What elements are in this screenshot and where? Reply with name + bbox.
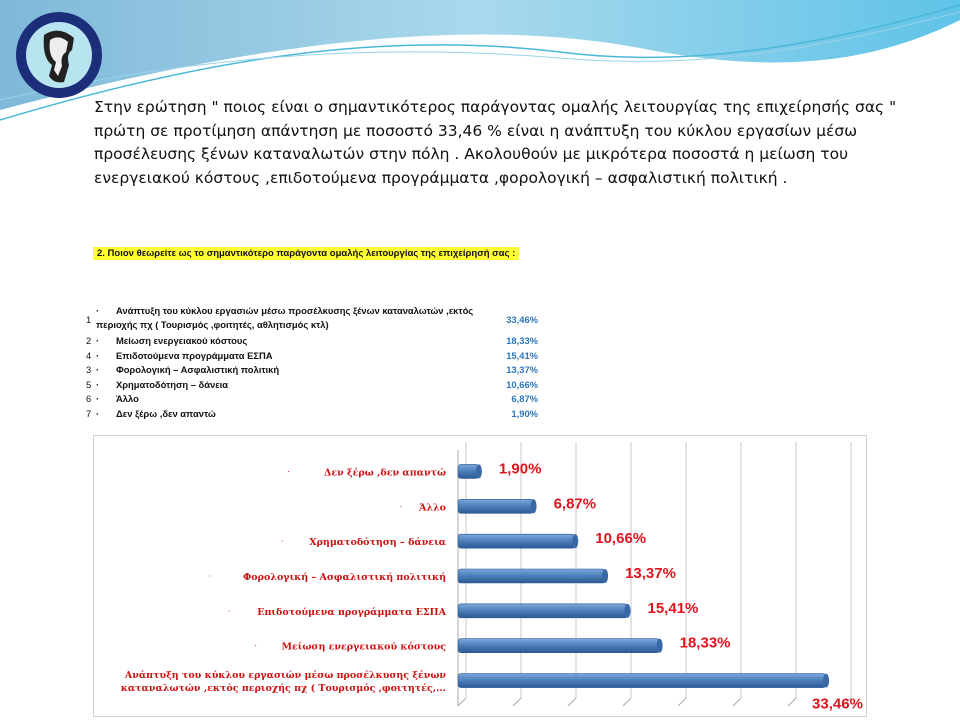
row-percent: 18,33% xyxy=(506,335,538,346)
row-percent: 10,66% xyxy=(506,378,538,390)
bullet: · xyxy=(96,349,100,361)
bullet: · xyxy=(287,467,290,476)
row-number: 6 xyxy=(86,393,92,404)
header-wave-background xyxy=(0,0,960,121)
data-label: 33,46% xyxy=(812,696,863,713)
axis-tick xyxy=(567,697,577,707)
row-percent: 1,90% xyxy=(511,407,538,419)
bar xyxy=(457,603,628,619)
category-label: Μείωση ενεργειακού κόστους xyxy=(282,642,447,653)
row-label: Μείωση ενεργειακού κόστους xyxy=(116,335,248,346)
row-number: 1 xyxy=(86,314,92,325)
row-label: Χρηματοδότηση – δάνεια xyxy=(116,378,229,390)
table-row: 4 · Επιδοτούμενα προγράμματα ΕΣΠΑ 15,41% xyxy=(86,350,546,365)
row-number: 3 xyxy=(86,364,92,375)
bar-cap xyxy=(530,499,537,514)
row-number: 4 xyxy=(86,349,92,361)
bullet: · xyxy=(96,305,100,316)
data-label: 10,66% xyxy=(595,530,646,547)
row-percent: 6,87% xyxy=(511,393,538,404)
bar xyxy=(457,673,827,688)
intro-line: προσέλευσης ξένων καταναλωτών στην πόλη … xyxy=(94,145,849,163)
bullet: · xyxy=(96,364,100,375)
intro-line: ενεργειακού κόστους ,επιδοτούμενα προγρά… xyxy=(94,168,788,187)
bar-cap xyxy=(572,534,579,549)
data-label: 1,90% xyxy=(499,460,542,477)
table-row: 3 · Φορολογική – Ασφαλιστική πολιτική 13,37… xyxy=(86,364,546,379)
axis-tick xyxy=(732,697,742,707)
row-number: 7 xyxy=(86,407,92,419)
data-label: 6,87% xyxy=(554,495,597,512)
category-label: Φορολογική – Ασφαλιστική πολιτική xyxy=(243,572,446,583)
bar-chart: 1,90% Δεν ξέρω ,δεν απαντώ · 6,87% Άλλο · 10,6… xyxy=(93,435,867,717)
category-label: Επιδοτούμενα προγράμματα ΕΣΠΑ xyxy=(257,607,446,618)
bar-cap xyxy=(656,638,663,653)
category-label: Ανάπτυξη του κύκλου εργασιών μέσω προσέλ… xyxy=(124,670,447,681)
table-row: 1 · Ανάπτυξη του κύκλου εργασιών μέσω πρ… xyxy=(86,305,546,335)
bar-cap xyxy=(823,673,830,688)
table-row: 5 · Χρηματοδότηση – δάνεια 10,66% xyxy=(86,379,546,394)
bar xyxy=(457,498,534,514)
row-number: 2 xyxy=(86,335,92,346)
row-label: Επιδοτούμενα προγράμματα ΕΣΠΑ xyxy=(116,349,273,361)
row-percent: 33,46% xyxy=(506,314,538,325)
category-label: Χρηματοδότηση – δάνεια xyxy=(309,537,446,548)
category-label: Άλλο xyxy=(418,502,446,513)
bar-cap xyxy=(624,603,631,618)
axis-tick xyxy=(842,697,852,707)
bullet: · xyxy=(400,502,403,511)
axis-tick xyxy=(512,697,522,707)
row-label: Δεν ξέρω ,δεν απαντώ xyxy=(116,407,216,419)
table-row: 2 · Μείωση ενεργειακού κόστους 18,33% xyxy=(86,335,546,350)
row-label-cont: περιοχής πχ ( Τουρισμός ,φοιτητές, αθλητ… xyxy=(96,319,329,330)
bullet: · xyxy=(96,335,100,346)
bar xyxy=(457,464,480,479)
axis-tick xyxy=(677,697,687,707)
data-label: 15,41% xyxy=(648,600,699,617)
axis-tick xyxy=(622,697,632,707)
intro-line: Στην ερώτηση " ποιος είναι ο σημαντικότε… xyxy=(94,98,897,116)
row-label: Άλλο xyxy=(116,393,139,404)
bar xyxy=(457,533,576,549)
bullet: · xyxy=(96,378,100,390)
bar-cap xyxy=(475,464,482,479)
bullet: · xyxy=(96,407,100,419)
bar-cap xyxy=(602,569,609,583)
bar xyxy=(457,638,660,654)
bar xyxy=(457,568,606,584)
axis-tick xyxy=(457,697,467,707)
data-label: 13,37% xyxy=(625,565,676,582)
row-label: Ανάπτυξη του κύκλου εργασιών μέσω προσέλ… xyxy=(116,305,474,316)
question-title: 2. Ποιον θεωρείτε ως το σημαντικότερο πα… xyxy=(93,247,520,260)
bullet: · xyxy=(228,607,231,616)
category-label: καταναλωτών ,εκτός περιοχής πχ ( Τουρισμ… xyxy=(121,683,446,694)
table-row: 6 · Άλλο 6,87% xyxy=(86,393,546,408)
row-percent: 13,37% xyxy=(506,364,538,375)
intro-line: πρώτη σε προτίμηση απάντηση με ποσοστό 3… xyxy=(94,121,858,140)
bullet: · xyxy=(281,537,284,546)
table-row: 7 · Δεν ξέρω ,δεν απαντώ 1,90% xyxy=(86,408,546,423)
row-label: Φορολογική – Ασφαλιστική πολιτική xyxy=(116,364,280,375)
bullet: · xyxy=(208,572,211,581)
row-number: 5 xyxy=(86,378,92,390)
bullet: · xyxy=(254,642,257,651)
bar-chart-svg: 1,90% Δεν ξέρω ,δεν απαντώ · 6,87% Άλλο · 10,6… xyxy=(121,442,863,713)
category-label: Δεν ξέρω ,δεν απαντώ xyxy=(324,467,446,478)
axis-tick xyxy=(787,697,797,707)
row-percent: 15,41% xyxy=(506,349,538,361)
results-table: 1 · Ανάπτυξη του κύκλου εργασιών μέσω πρ… xyxy=(86,305,546,422)
association-logo xyxy=(16,12,102,98)
intro-paragraph: Στην ερώτηση " ποιος είναι ο σημαντικότε… xyxy=(94,96,924,190)
data-label: 18,33% xyxy=(680,635,731,652)
bullet: · xyxy=(96,393,100,404)
